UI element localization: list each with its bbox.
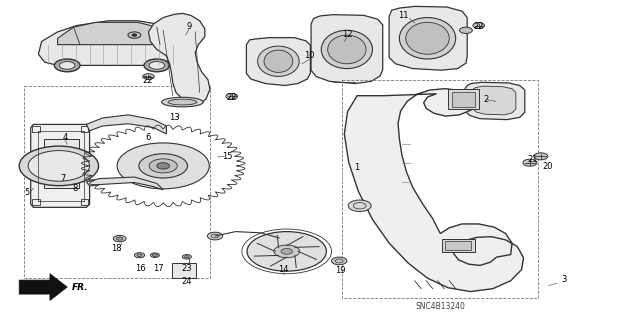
Polygon shape [311, 15, 383, 84]
Text: 22: 22 [227, 93, 237, 102]
FancyBboxPatch shape [442, 239, 475, 252]
Text: 1: 1 [355, 163, 360, 172]
Ellipse shape [321, 30, 372, 69]
Circle shape [149, 159, 177, 173]
FancyBboxPatch shape [445, 241, 471, 250]
Text: 20: 20 [542, 162, 552, 171]
Circle shape [149, 62, 164, 69]
Polygon shape [86, 115, 166, 134]
Text: 21: 21 [527, 155, 538, 164]
Ellipse shape [406, 22, 449, 54]
Polygon shape [58, 22, 166, 45]
FancyBboxPatch shape [452, 92, 475, 107]
Text: 10: 10 [305, 51, 315, 60]
Text: 3: 3 [562, 275, 567, 284]
Circle shape [184, 256, 189, 258]
Text: 2: 2 [484, 95, 489, 104]
Text: 5: 5 [24, 188, 29, 197]
Text: 18: 18 [111, 244, 122, 253]
Ellipse shape [168, 99, 197, 105]
Text: 16: 16 [136, 264, 146, 273]
Ellipse shape [257, 46, 300, 77]
Circle shape [116, 237, 123, 240]
Circle shape [117, 143, 209, 189]
Circle shape [152, 254, 157, 256]
Text: 13: 13 [169, 113, 179, 122]
Circle shape [113, 235, 126, 242]
Circle shape [54, 59, 80, 72]
Circle shape [137, 254, 142, 256]
Polygon shape [389, 6, 467, 70]
Text: 22: 22 [142, 76, 152, 85]
Ellipse shape [328, 35, 366, 64]
FancyBboxPatch shape [172, 263, 196, 278]
Circle shape [143, 74, 154, 79]
Polygon shape [19, 274, 67, 300]
Circle shape [281, 249, 292, 254]
Ellipse shape [399, 18, 456, 59]
Polygon shape [246, 38, 310, 85]
Text: 6: 6 [146, 133, 151, 142]
Polygon shape [344, 89, 524, 292]
Circle shape [460, 27, 472, 33]
Text: 8: 8 [73, 184, 78, 193]
Text: 14: 14 [278, 265, 289, 274]
Circle shape [534, 153, 548, 160]
Ellipse shape [264, 50, 292, 72]
Polygon shape [148, 13, 210, 104]
Circle shape [28, 151, 90, 181]
Text: 7: 7 [60, 174, 65, 182]
Text: SNC4B13240: SNC4B13240 [415, 302, 465, 311]
Polygon shape [31, 124, 90, 207]
Text: 17: 17 [154, 264, 164, 273]
Circle shape [60, 62, 75, 69]
Text: 24: 24 [182, 277, 192, 286]
Circle shape [523, 159, 537, 166]
Text: 4: 4 [63, 133, 68, 142]
Circle shape [332, 257, 347, 265]
Circle shape [247, 232, 326, 271]
Circle shape [226, 93, 237, 99]
Text: 22: 22 [474, 22, 484, 31]
Circle shape [274, 245, 300, 258]
Polygon shape [465, 82, 525, 120]
Circle shape [348, 200, 371, 211]
Text: 15: 15 [223, 152, 233, 161]
Text: 19: 19 [335, 266, 346, 275]
Circle shape [150, 253, 159, 257]
Circle shape [134, 253, 145, 258]
Polygon shape [38, 21, 179, 65]
Circle shape [132, 34, 137, 36]
Circle shape [144, 59, 170, 72]
Ellipse shape [161, 97, 204, 107]
Polygon shape [472, 86, 516, 115]
Text: 11: 11 [398, 11, 408, 20]
Circle shape [157, 163, 170, 169]
Circle shape [19, 146, 99, 186]
Text: 9: 9 [186, 22, 191, 31]
Text: FR.: FR. [72, 283, 88, 292]
FancyBboxPatch shape [44, 139, 79, 188]
Polygon shape [86, 177, 163, 190]
Circle shape [139, 154, 188, 178]
Circle shape [473, 23, 484, 28]
Text: 12: 12 [342, 30, 352, 39]
Text: 23: 23 [182, 264, 192, 273]
FancyBboxPatch shape [448, 89, 479, 109]
Circle shape [182, 255, 191, 259]
Circle shape [152, 254, 157, 256]
Circle shape [207, 232, 223, 240]
